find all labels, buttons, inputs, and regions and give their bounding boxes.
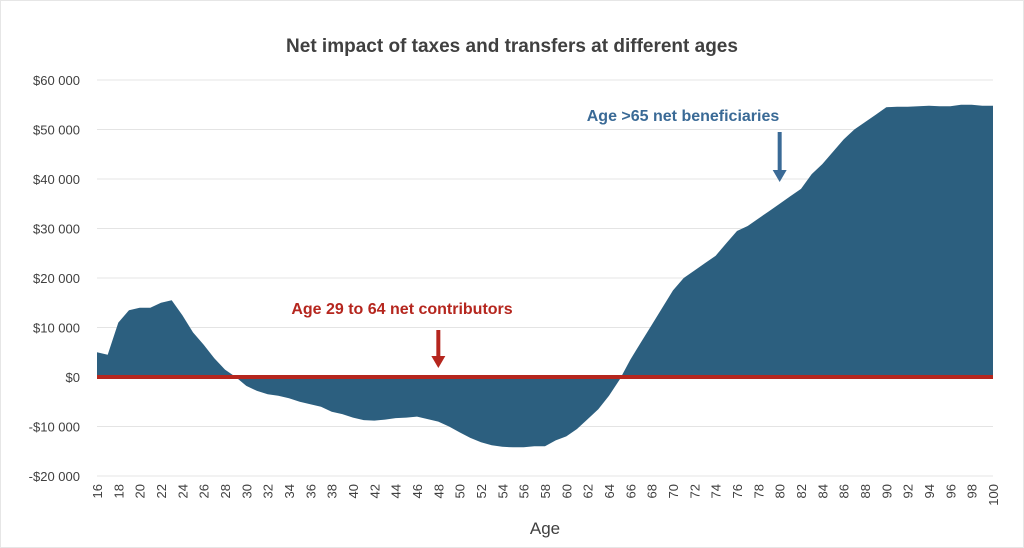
x-tick-label: 92 <box>901 484 916 498</box>
x-axis-label: Age <box>530 519 560 538</box>
y-tick-label: $40 000 <box>33 172 80 187</box>
x-tick-label: 66 <box>623 484 638 498</box>
x-tick-label: 78 <box>751 484 766 498</box>
x-tick-label: 38 <box>325 484 340 498</box>
x-tick-label: 28 <box>218 484 233 498</box>
y-tick-label: -$10 000 <box>29 420 80 435</box>
y-tick-label: $30 000 <box>33 222 80 237</box>
y-tick-label: $50 000 <box>33 123 80 138</box>
x-tick-label: 72 <box>687 484 702 498</box>
x-tick-label: 94 <box>922 484 937 498</box>
x-tick-label: 70 <box>666 484 681 498</box>
y-tick-label: $60 000 <box>33 73 80 88</box>
x-tick-label: 40 <box>346 484 361 498</box>
x-tick-label: 60 <box>559 484 574 498</box>
x-tick-label: 50 <box>453 484 468 498</box>
x-tick-label: 56 <box>517 484 532 498</box>
x-tick-label: 68 <box>645 484 660 498</box>
arrow-down-icon <box>772 170 787 182</box>
x-tick-label: 90 <box>879 484 894 498</box>
x-tick-label: 84 <box>815 484 830 498</box>
x-tick-label: 58 <box>538 484 553 498</box>
x-tick-label: 80 <box>773 484 788 498</box>
annotation-label: Age 29 to 64 net contributors <box>291 301 512 318</box>
y-tick-label: $20 000 <box>33 271 80 286</box>
x-tick-label: 64 <box>602 484 617 498</box>
x-tick-label: 74 <box>709 484 724 498</box>
y-tick-label: -$20 000 <box>29 469 80 484</box>
x-tick-label: 44 <box>389 484 404 498</box>
y-tick-label: $10 000 <box>33 321 80 336</box>
x-tick-label: 34 <box>282 484 297 498</box>
x-tick-label: 22 <box>154 484 169 498</box>
x-tick-label: 18 <box>111 484 126 498</box>
x-tick-label: 42 <box>367 484 382 498</box>
annotation-label: Age >65 net beneficiaries <box>587 108 780 125</box>
x-tick-label: 62 <box>581 484 596 498</box>
x-tick-label: 100 <box>986 484 1001 506</box>
x-tick-label: 76 <box>730 484 745 498</box>
x-tick-label: 26 <box>197 484 212 498</box>
x-tick-label: 82 <box>794 484 809 498</box>
x-tick-label: 86 <box>837 484 852 498</box>
x-tick-label: 48 <box>431 484 446 498</box>
y-tick-label: $0 <box>66 370 80 385</box>
x-tick-label: 96 <box>943 484 958 498</box>
x-tick-label: 52 <box>474 484 489 498</box>
x-tick-label: 24 <box>175 484 190 498</box>
x-tick-label: 88 <box>858 484 873 498</box>
x-tick-label: 20 <box>133 484 148 498</box>
x-tick-label: 98 <box>965 484 980 498</box>
x-tick-label: 32 <box>261 484 276 498</box>
x-tick-label: 54 <box>495 484 510 498</box>
chart-title: Net impact of taxes and transfers at dif… <box>286 36 738 57</box>
x-tick-label: 46 <box>410 484 425 498</box>
x-tick-label: 36 <box>303 484 318 498</box>
x-tick-label: 16 <box>90 484 105 498</box>
arrow-down-icon <box>431 356 446 368</box>
area-series <box>97 104 993 448</box>
x-tick-label: 30 <box>239 484 254 498</box>
